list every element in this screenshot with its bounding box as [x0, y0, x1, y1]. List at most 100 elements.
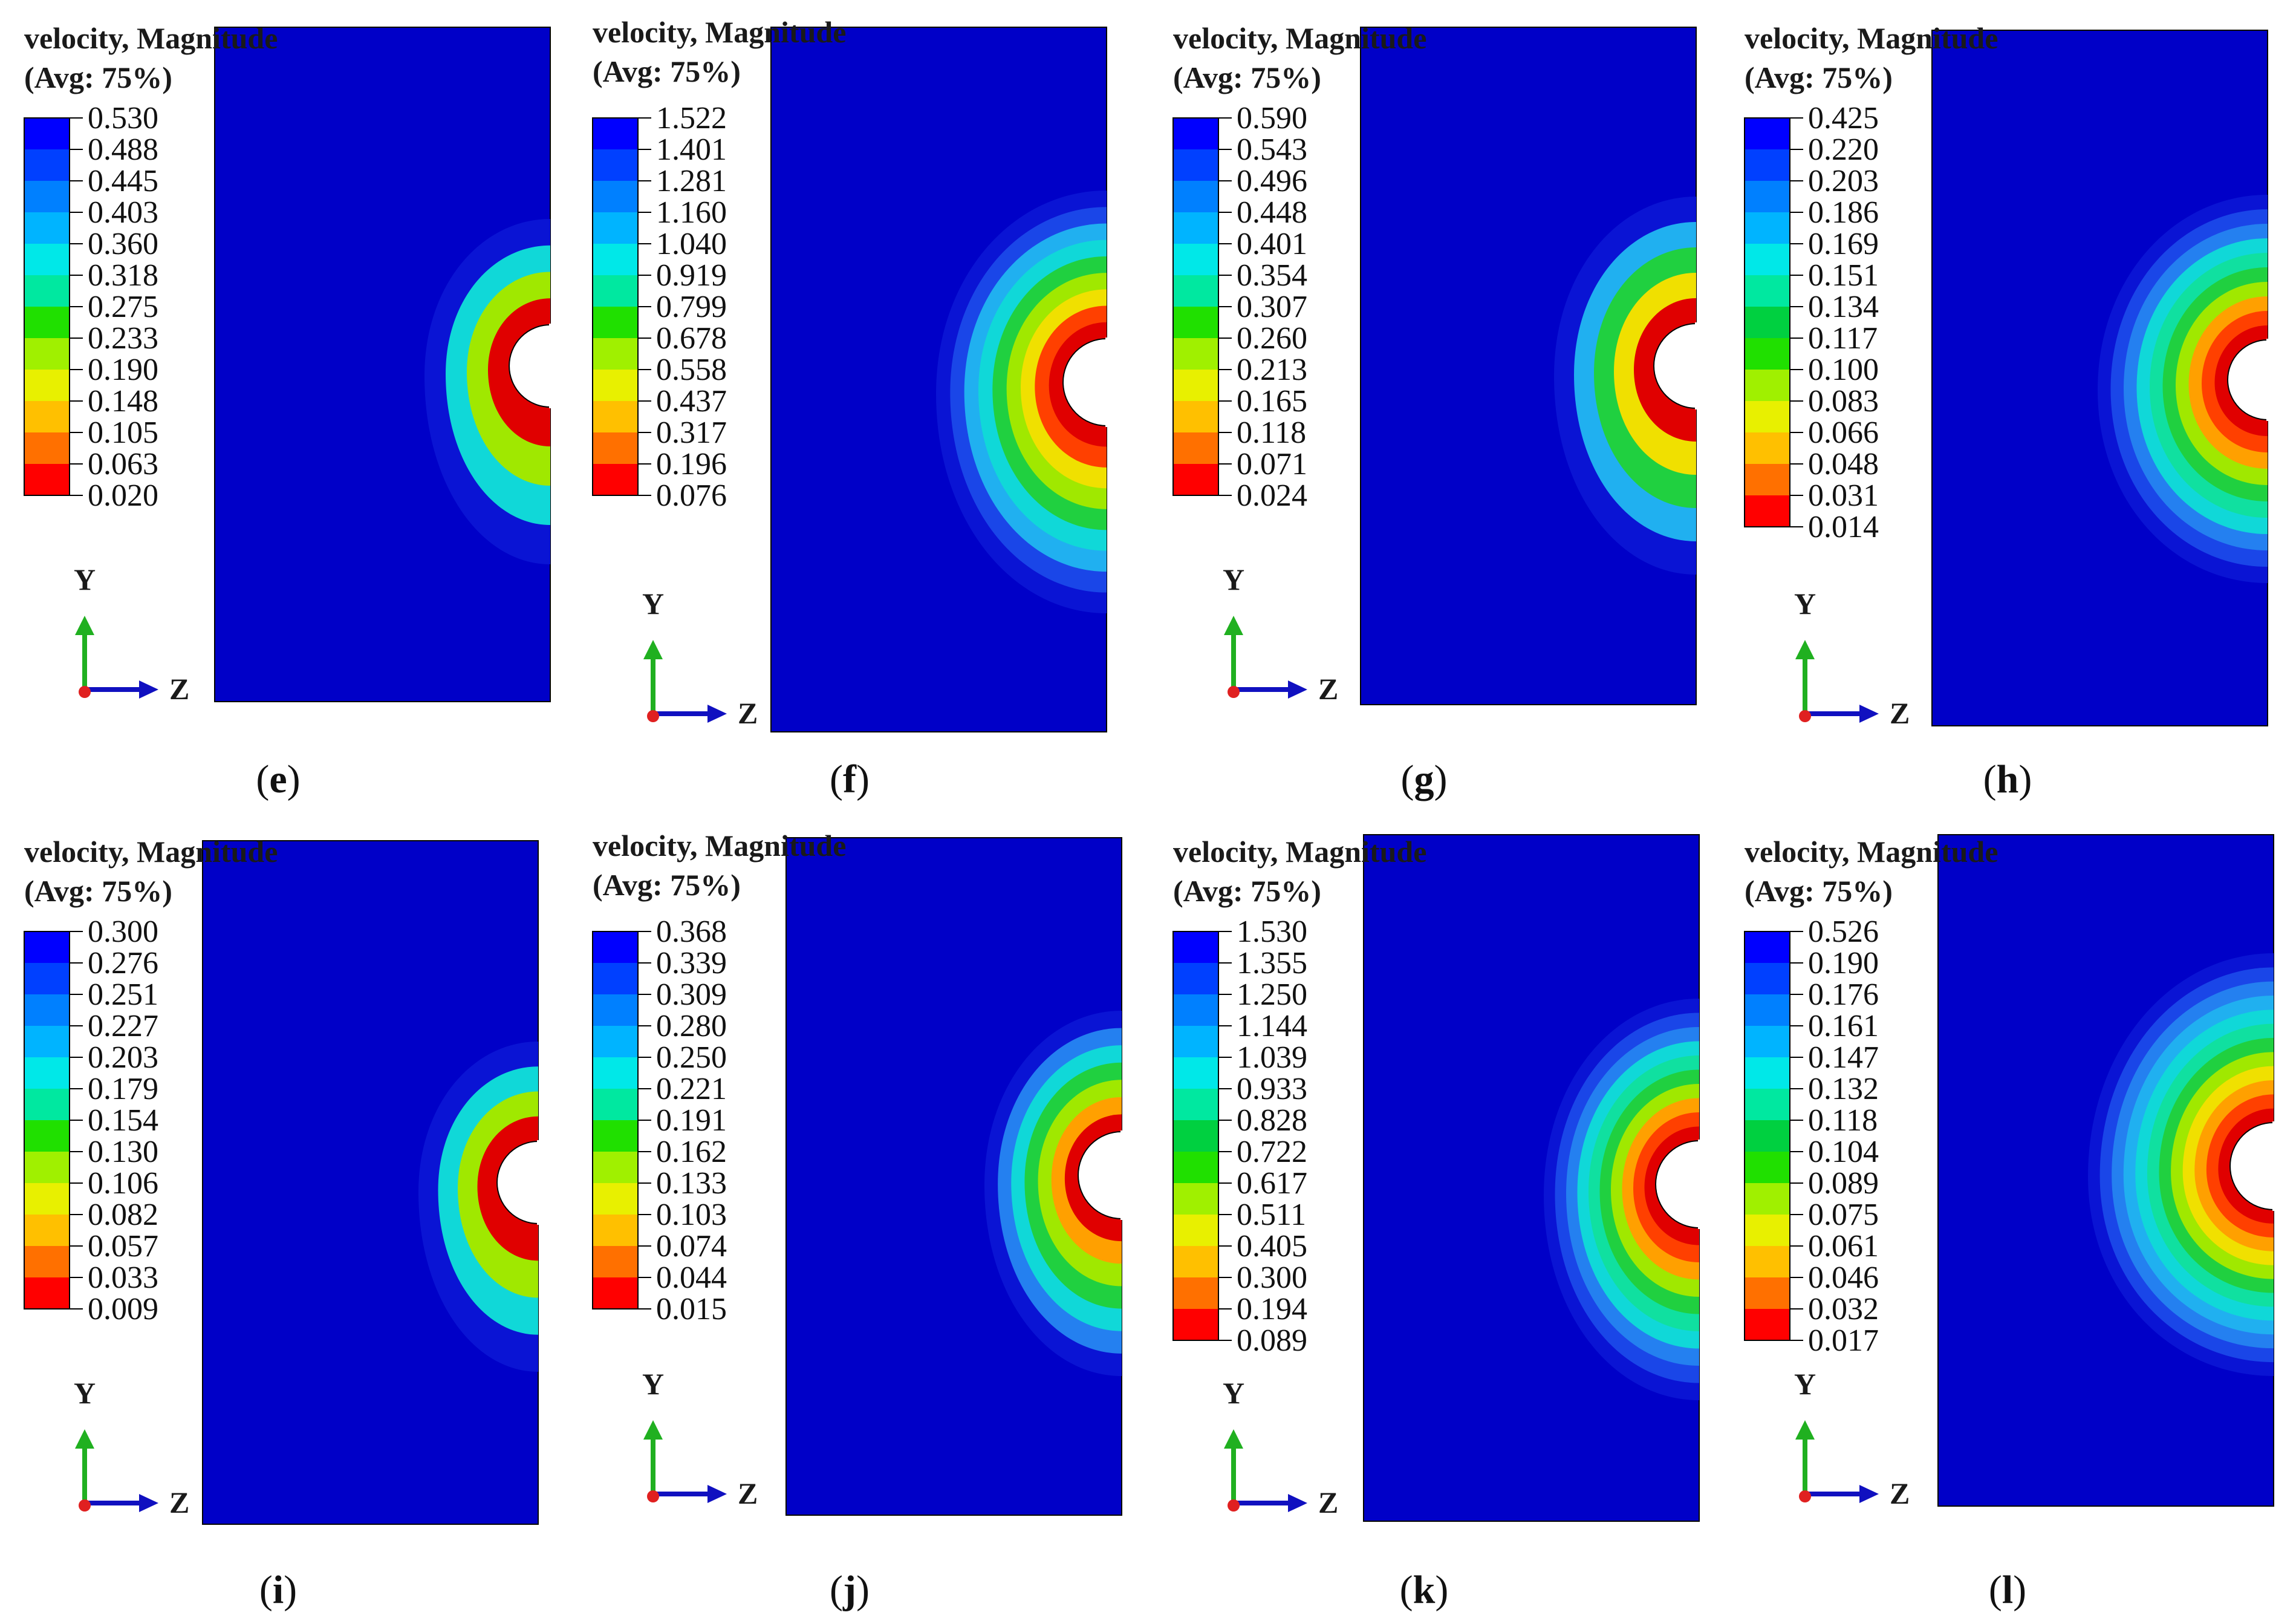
panel-label-open: ( — [830, 1568, 843, 1612]
legend-tick-label: 0.233 — [88, 321, 158, 356]
legend-color-band — [24, 212, 70, 244]
legend-color-band — [1173, 1309, 1218, 1340]
legend-color-band — [1745, 212, 1790, 244]
legend-color-band — [593, 1215, 638, 1246]
axis-y-arrowhead — [75, 1429, 94, 1449]
legend-tick-label: 0.133 — [656, 1166, 727, 1201]
legend-color-band — [593, 464, 638, 495]
legend-tick-label: 0.100 — [1808, 353, 1879, 387]
legend-tick-label: 0.251 — [88, 977, 158, 1012]
legend-tick-label: 0.678 — [656, 321, 727, 356]
legend-tick-label: 0.196 — [656, 447, 727, 481]
axis-z-arrowhead — [707, 705, 727, 723]
legend-tick-label: 0.318 — [88, 258, 158, 293]
legend-tick-label: 1.530 — [1237, 915, 1307, 949]
panel-label-close: ) — [856, 757, 870, 801]
legend-color-band — [593, 1246, 638, 1277]
legend-tick-label: 0.543 — [1237, 132, 1307, 167]
legend-color-band — [1745, 181, 1790, 212]
axis-z-label: Z — [1318, 672, 1338, 706]
legend-color-band — [1745, 1057, 1790, 1089]
legend-tick-label: 1.281 — [656, 164, 727, 198]
panel-label-close: ) — [2018, 757, 2032, 801]
legend-tick-label: 0.147 — [1808, 1040, 1879, 1075]
panel-label-close: ) — [1435, 1568, 1448, 1612]
panel-label: (f) — [830, 757, 870, 801]
legend-tick-label: 0.339 — [656, 946, 727, 980]
legend-subtitle: (Avg: 75%) — [593, 54, 741, 88]
legend-color-band — [1173, 963, 1218, 994]
legend-tick-label: 0.405 — [1237, 1229, 1307, 1264]
legend-color-band — [593, 1183, 638, 1215]
axis-origin-marker — [79, 686, 91, 698]
axis-y-arrowhead — [75, 616, 94, 635]
axis-origin-marker — [1799, 1490, 1811, 1502]
legend-tick-label: 0.722 — [1237, 1135, 1307, 1169]
legend-tick-label: 0.190 — [88, 353, 158, 387]
notch-cutout — [1078, 1130, 1122, 1220]
legend-tick-label: 0.558 — [656, 353, 727, 387]
legend-tick-label: 0.066 — [1808, 416, 1879, 450]
legend-color-band — [1173, 931, 1218, 963]
panel-label-letter: i — [273, 1568, 284, 1612]
legend-color-band — [593, 212, 638, 244]
legend-color-band — [1173, 1215, 1218, 1246]
legend-color-band — [1173, 307, 1218, 338]
legend-tick-label: 0.194 — [1237, 1292, 1307, 1326]
legend-color-band — [24, 1026, 70, 1057]
legend-tick-label: 0.280 — [656, 1009, 727, 1043]
legend-tick-label: 0.300 — [1237, 1261, 1307, 1295]
legend-tick-label: 0.165 — [1237, 384, 1307, 419]
legend-color-band — [593, 149, 638, 181]
legend-tick-label: 0.020 — [88, 478, 158, 513]
legend-tick-label: 0.032 — [1808, 1292, 1879, 1326]
legend-color-band — [1173, 118, 1218, 149]
axis-y-arrowhead — [1224, 1429, 1243, 1449]
legend-color-band — [593, 1089, 638, 1120]
legend-color-band — [1745, 1277, 1790, 1309]
panel-label-open: ( — [256, 757, 269, 801]
legend-tick-label: 0.009 — [88, 1292, 158, 1326]
legend-tick-label: 0.148 — [88, 384, 158, 419]
legend-tick-label: 0.260 — [1237, 321, 1307, 356]
legend-color-band — [1745, 370, 1790, 401]
legend-title: velocity, Magnitude — [1745, 21, 1998, 55]
legend-tick-label: 0.221 — [656, 1072, 727, 1106]
legend-color-band — [1745, 149, 1790, 181]
legend-color-band — [593, 275, 638, 307]
legend-color-band — [593, 307, 638, 338]
legend-tick-label: 0.117 — [1808, 321, 1878, 356]
legend-tick-label: 1.039 — [1237, 1040, 1307, 1075]
legend-tick-label: 0.014 — [1808, 510, 1879, 544]
legend-subtitle: (Avg: 75%) — [1745, 60, 1893, 94]
legend-color-band — [24, 464, 70, 495]
axis-z-arrowhead — [139, 680, 158, 699]
legend-tick-label: 0.530 — [88, 101, 158, 135]
legend-color-band — [24, 370, 70, 401]
legend-tick-label: 0.309 — [656, 977, 727, 1012]
legend-color-band — [593, 401, 638, 432]
legend-tick-label: 0.590 — [1237, 101, 1307, 135]
legend-tick-label: 0.203 — [1808, 164, 1879, 198]
axis-origin-marker — [1799, 710, 1811, 722]
legend-tick-label: 0.317 — [656, 416, 727, 450]
legend-tick-label: 1.522 — [656, 101, 727, 135]
panel-label: (h) — [1983, 757, 2032, 801]
notch-cutout — [1655, 1140, 1700, 1229]
legend-title: velocity, Magnitude — [1173, 835, 1426, 869]
legend-color-band — [1173, 1183, 1218, 1215]
axis-y-label: Y — [74, 563, 96, 596]
axis-z-label: Z — [1890, 1476, 1910, 1510]
legend-color-band — [1745, 963, 1790, 994]
legend-tick-label: 0.191 — [656, 1103, 727, 1138]
legend-color-band — [24, 1120, 70, 1152]
legend-tick-label: 0.161 — [1808, 1009, 1879, 1043]
notch-cutout — [2227, 339, 2268, 421]
panel-label-open: ( — [1401, 757, 1414, 801]
legend-tick-label: 1.160 — [656, 195, 727, 230]
panel-label-open: ( — [1983, 757, 1997, 801]
legend-tick-label: 0.076 — [656, 478, 727, 513]
legend-color-band — [593, 1277, 638, 1309]
legend-color-band — [24, 432, 70, 464]
legend-tick-label: 0.017 — [1808, 1323, 1879, 1358]
